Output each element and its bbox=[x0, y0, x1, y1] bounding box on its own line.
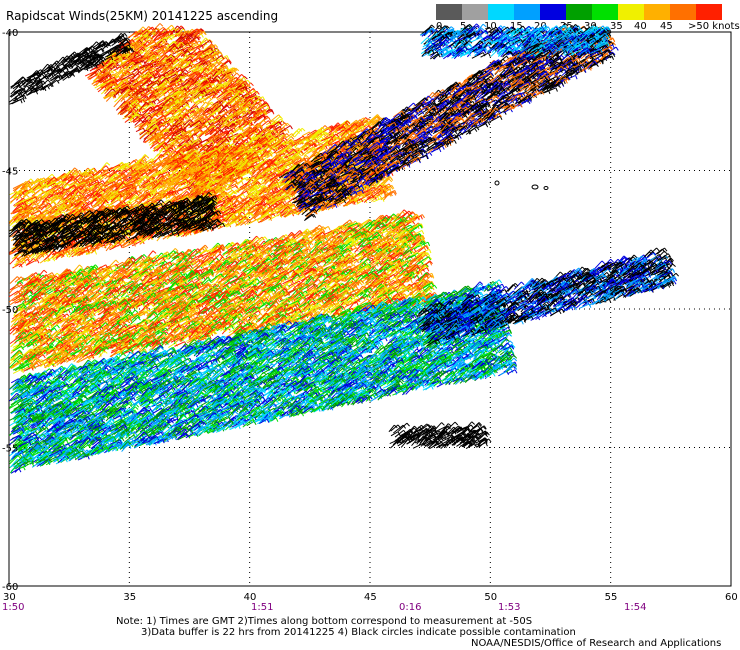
island bbox=[192, 198, 200, 204]
legend-label: 30 bbox=[584, 21, 597, 32]
map-title: Rapidscat Winds(25KM) 20141225 ascending bbox=[6, 9, 278, 23]
longitude-labels: 30 35 40 45 50 55 60 bbox=[3, 592, 738, 603]
legend-swatch bbox=[514, 4, 540, 20]
islands bbox=[192, 180, 549, 204]
legend-swatch bbox=[566, 4, 592, 20]
time-label: 1:50 bbox=[2, 602, 24, 613]
swath-northwest-black bbox=[8, 32, 135, 105]
legend-swatch bbox=[618, 4, 644, 20]
longitude-label: 30 bbox=[3, 592, 16, 603]
longitude-label: 55 bbox=[605, 592, 618, 603]
latitude-label: -55 bbox=[2, 444, 18, 455]
legend-label: 40 bbox=[634, 21, 647, 32]
latitude-label: -60 bbox=[2, 582, 18, 593]
legend-swatch bbox=[644, 4, 670, 20]
swath-middle-mixed bbox=[8, 209, 438, 374]
island bbox=[543, 186, 549, 190]
legend-label: 0 bbox=[436, 21, 442, 32]
legend-label: 5 bbox=[460, 21, 466, 32]
latitude-label: -40 bbox=[2, 28, 18, 39]
credit-line: NOAA/NESDIS/Office of Research and Appli… bbox=[471, 638, 721, 649]
legend-label: 35 bbox=[610, 21, 623, 32]
legend-label: 20 bbox=[534, 21, 547, 32]
legend-label: >50 knots bbox=[688, 21, 740, 32]
legend-label: 45 bbox=[660, 21, 673, 32]
swath-southern-cool bbox=[8, 279, 518, 474]
legend-swatch bbox=[436, 4, 462, 20]
time-label: 1:53 bbox=[498, 602, 520, 613]
wind-speed-color-legend bbox=[436, 4, 722, 20]
longitude-label: 40 bbox=[244, 592, 257, 603]
swath-east-black bbox=[416, 247, 680, 347]
latitude-labels: -40 -45 -50 -55 -60 bbox=[2, 28, 18, 593]
longitude-label: 50 bbox=[484, 592, 497, 603]
island bbox=[531, 184, 539, 190]
longitude-label: 35 bbox=[123, 592, 136, 603]
time-label: 1:54 bbox=[624, 602, 646, 613]
swath-north-tongue bbox=[84, 23, 293, 203]
legend-swatch bbox=[670, 4, 696, 20]
wind-swaths bbox=[8, 22, 680, 474]
latitude-label: -50 bbox=[2, 305, 18, 316]
swath-small-south bbox=[388, 421, 492, 450]
legend-swatch bbox=[462, 4, 488, 20]
legend-swatch bbox=[488, 4, 514, 20]
legend-swatch bbox=[540, 4, 566, 20]
island bbox=[494, 180, 500, 186]
swath-northeast-blue bbox=[419, 22, 612, 60]
swath-west-black bbox=[8, 192, 226, 257]
note-line-2: 3)Data buffer is 22 hrs from 20141225 4)… bbox=[141, 627, 576, 638]
legend-swatch bbox=[592, 4, 618, 20]
legend-label: 15 bbox=[510, 21, 523, 32]
time-label: 0:16 bbox=[399, 602, 421, 613]
legend-swatch bbox=[696, 4, 722, 20]
longitude-label: 45 bbox=[364, 592, 377, 603]
latitude-label: -45 bbox=[2, 167, 18, 178]
longitude-label: 60 bbox=[725, 592, 738, 603]
legend-label: 10 bbox=[484, 21, 497, 32]
time-label: 1:51 bbox=[251, 602, 273, 613]
note-line-1: Note: 1) Times are GMT 2)Times along bot… bbox=[116, 616, 532, 627]
time-labels: 1:50 1:51 0:16 1:53 1:54 bbox=[2, 602, 646, 613]
